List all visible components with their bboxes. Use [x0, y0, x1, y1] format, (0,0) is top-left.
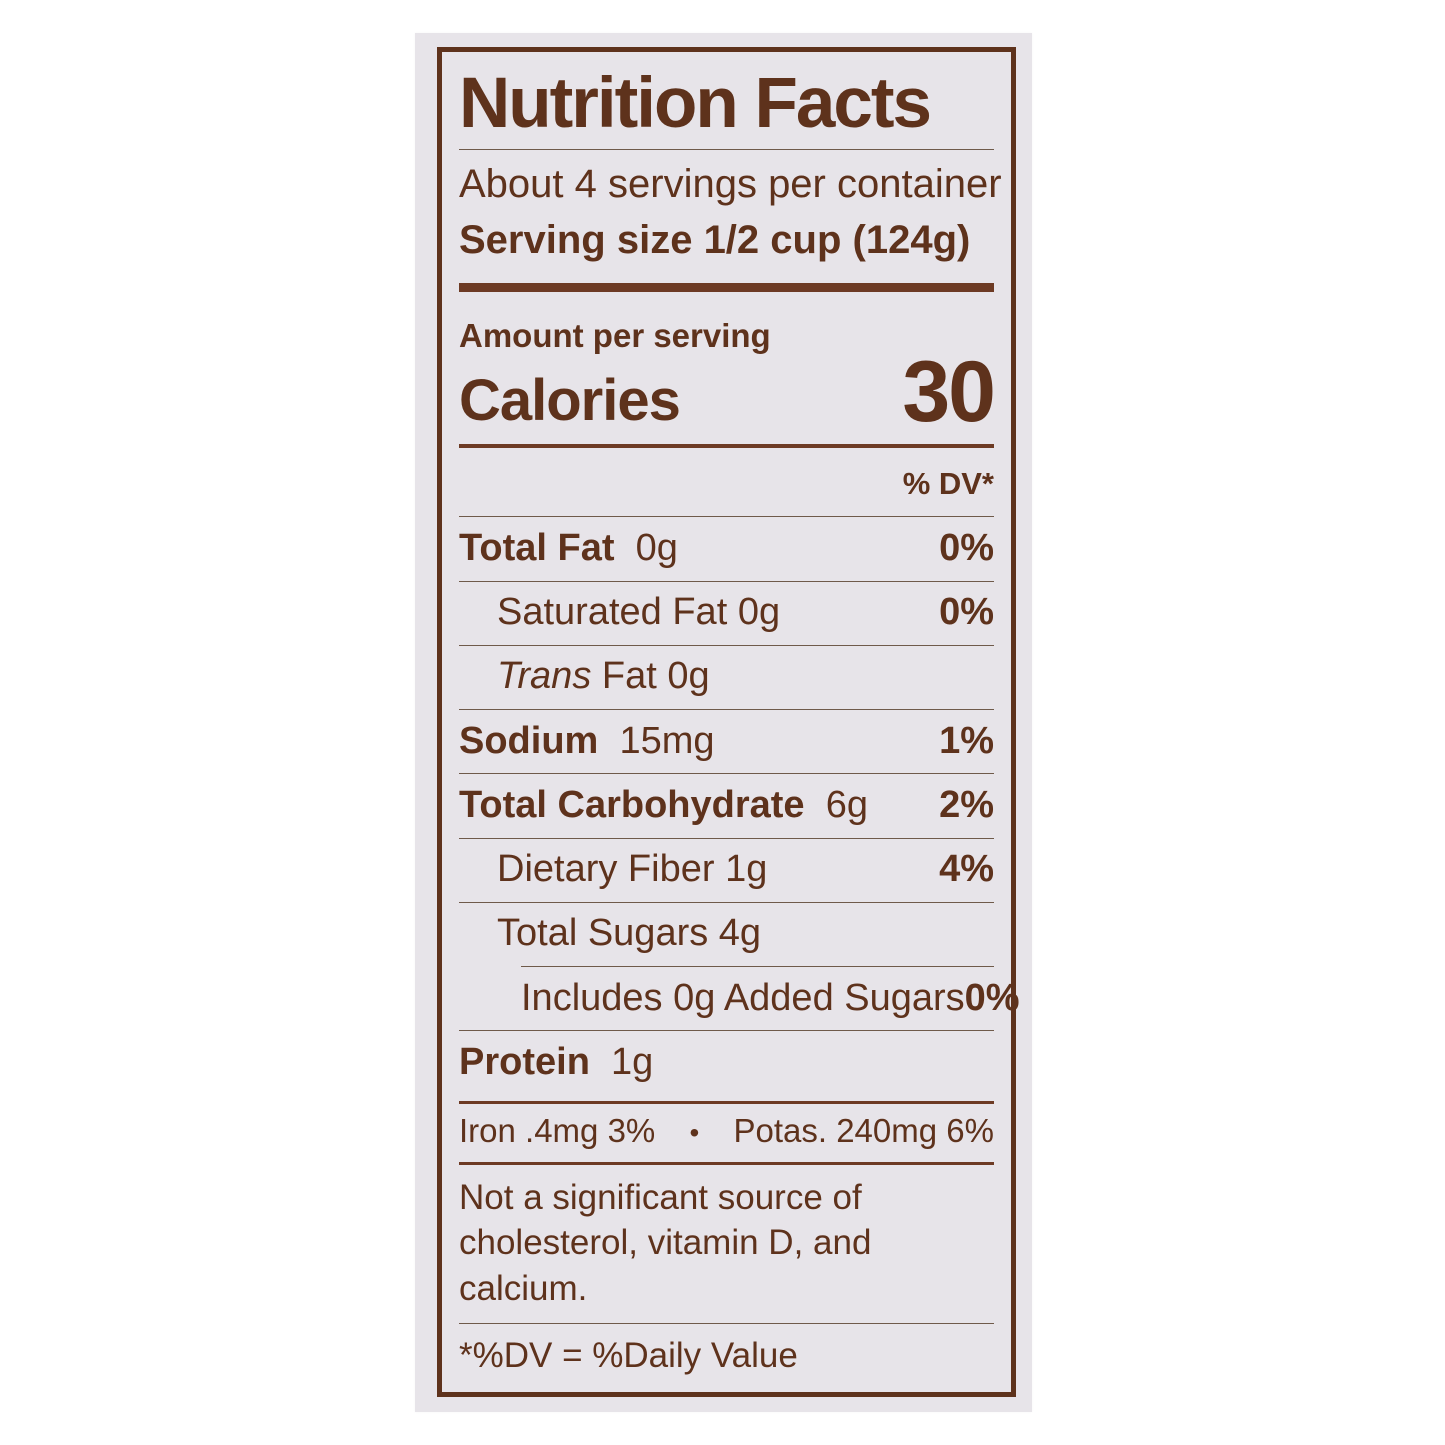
- nutrient-amount: 6g: [825, 783, 868, 826]
- row-saturated-fat: Saturated Fat 0g 0%: [459, 581, 994, 645]
- nutrient-name: Saturated Fat: [497, 591, 728, 634]
- protein-separator: [459, 1100, 994, 1105]
- not-significant-line1: Not a significant source of: [459, 1177, 862, 1217]
- nutrient-name-amount: Total Carbohydrate 6g: [459, 783, 868, 827]
- thick-separator-top: [459, 283, 994, 293]
- minerals-separator: [459, 1162, 994, 1165]
- potassium-value: Potas. 240mg 6%: [733, 1112, 994, 1150]
- serving-size-line: Serving size 1/2 cup (124g): [459, 215, 994, 265]
- row-protein: Protein 1g: [459, 1031, 994, 1095]
- nutrient-name: Fat: [591, 655, 657, 698]
- footnote-dv: *%DV = %Daily Value: [459, 1335, 798, 1375]
- servings-per-container: About 4 servings per container: [459, 162, 1002, 207]
- nutrient-name: Total Sugars: [497, 912, 709, 955]
- serving-size-value: 1/2 cup (124g): [703, 218, 971, 263]
- nutrient-amount: 4g: [718, 912, 762, 955]
- row-total-fat: Total Fat 0g 0%: [459, 517, 994, 581]
- nutrient-name-amount: Protein 1g: [459, 1040, 654, 1084]
- nutrient-name: Includes 0g Added Sugars: [521, 976, 965, 1019]
- label-border: Nutrition Facts About 4 servings per con…: [437, 47, 1020, 1397]
- not-significant-note: Not a significant source of cholesterol,…: [459, 1175, 994, 1312]
- calories-separator: [459, 443, 994, 449]
- row-total-sugars: Total Sugars 4g: [459, 902, 994, 966]
- row-dietary-fiber: Dietary Fiber 1g 4%: [459, 838, 994, 902]
- not-significant-line2: cholesterol, vitamin D, and calcium.: [459, 1223, 872, 1308]
- nutrition-facts-label: Nutrition Facts About 4 servings per con…: [415, 33, 1032, 1412]
- calories-value: 30: [902, 344, 996, 441]
- nutrient-name-italic: Trans: [497, 655, 592, 698]
- amount-per-serving: Amount per serving: [459, 317, 771, 355]
- nutrient-dv: 0%: [964, 976, 1020, 1019]
- nutrient-amount: 1g: [611, 1040, 654, 1083]
- row-total-carbohydrate: Total Carbohydrate 6g 2%: [459, 774, 994, 838]
- nutrient-dv: 2%: [939, 783, 994, 826]
- nutrient-amount: 0g: [635, 526, 678, 569]
- nutrient-name: Dietary Fiber: [497, 848, 715, 891]
- row-trans-fat: Trans Fat 0g: [459, 645, 994, 709]
- nutrient-name: Total Fat: [459, 526, 615, 569]
- nutrient-name-amount: Trans Fat 0g: [497, 655, 710, 698]
- minerals-row: Iron .4mg 3% • Potas. 240mg 6%: [459, 1104, 994, 1158]
- nutrient-name-amount: Saturated Fat 0g: [497, 591, 781, 634]
- iron-value: Iron .4mg 3%: [459, 1112, 656, 1150]
- nutrient-dv: 1%: [939, 719, 994, 762]
- nutrient-name-amount: Total Sugars 4g: [497, 912, 762, 955]
- calories-label: Calories: [459, 367, 681, 433]
- nutrient-dv: 0%: [939, 591, 994, 634]
- nutrient-amount: 1g: [725, 848, 768, 891]
- nutrient-amount: 0g: [667, 655, 710, 698]
- nutrient-amount: 0g: [737, 591, 781, 634]
- daily-value-header: % DV*: [902, 466, 994, 502]
- nutrient-name-amount: Dietary Fiber 1g: [497, 848, 768, 891]
- row-added-sugars: Includes 0g Added Sugars 0%: [459, 967, 1020, 1031]
- nutrient-name-amount: Includes 0g Added Sugars: [521, 976, 965, 1020]
- nutrient-name: Sodium: [459, 719, 599, 762]
- nutrient-dv: 0%: [939, 526, 994, 569]
- serving-size-label: Serving size: [459, 218, 693, 263]
- nutrient-name: Protein: [459, 1040, 590, 1083]
- nutrient-name-amount: Total Fat 0g: [459, 526, 678, 570]
- bullet-separator-icon: •: [689, 1117, 700, 1149]
- nutrient-name-amount: Sodium 15mg: [459, 719, 715, 763]
- row-sodium: Sodium 15mg 1%: [459, 710, 994, 774]
- nutrient-dv: 4%: [939, 848, 994, 891]
- nutrient-amount: 15mg: [619, 719, 715, 762]
- nutrient-name: Total Carbohydrate: [459, 783, 805, 826]
- calories-row: Calories 30: [459, 344, 996, 441]
- label-title: Nutrition Facts: [459, 64, 932, 143]
